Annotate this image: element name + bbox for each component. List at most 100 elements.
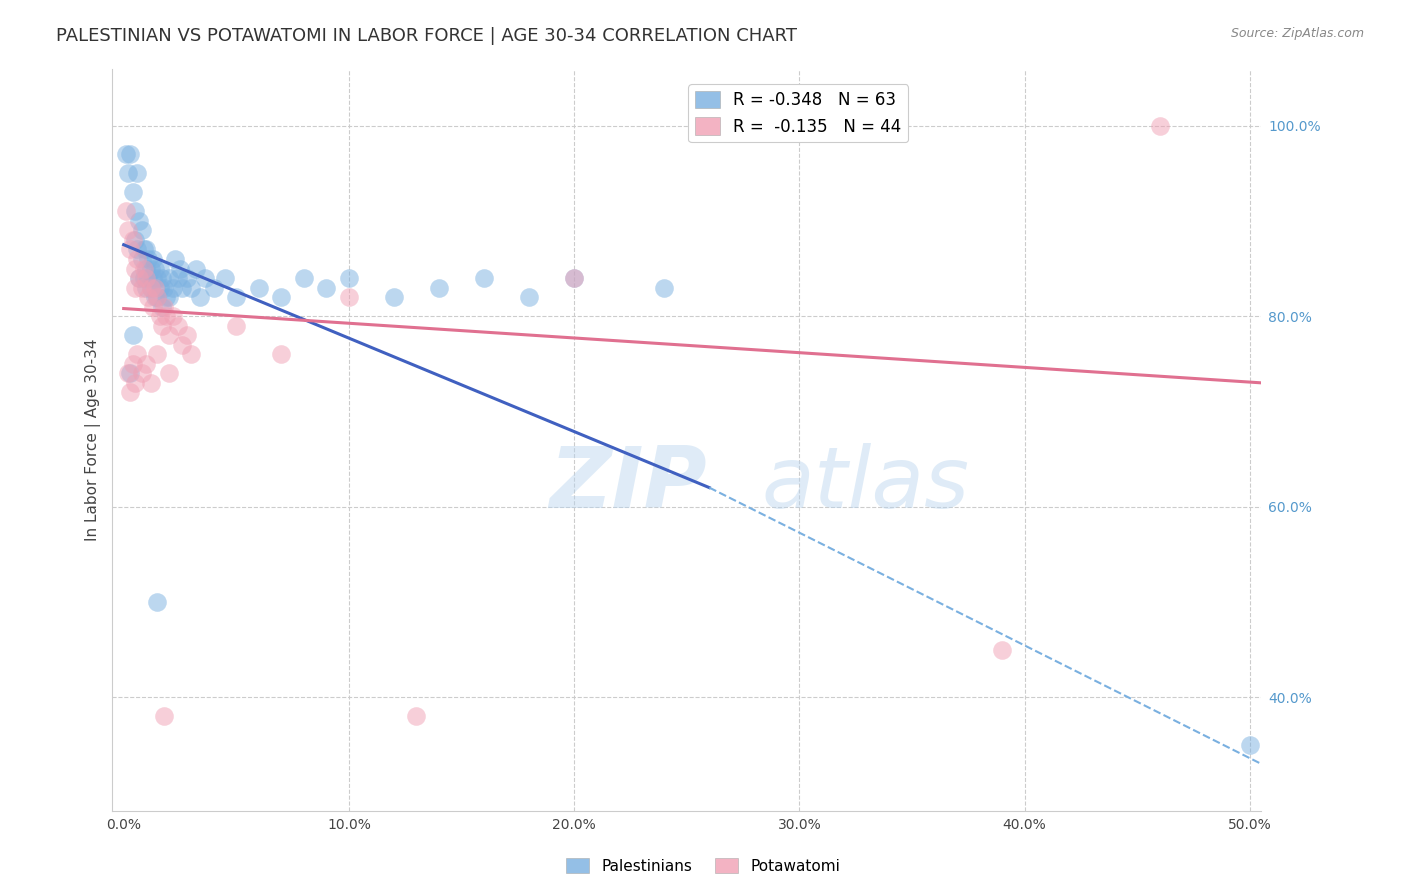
Point bbox=[172, 280, 194, 294]
Point bbox=[120, 243, 142, 257]
Point bbox=[131, 252, 153, 266]
Legend: Palestinians, Potawatomi: Palestinians, Potawatomi bbox=[560, 852, 846, 880]
Point bbox=[142, 271, 165, 285]
Point bbox=[131, 223, 153, 237]
Point bbox=[214, 271, 236, 285]
Point bbox=[165, 252, 187, 266]
Point bbox=[115, 204, 138, 219]
Point bbox=[562, 271, 585, 285]
Point bbox=[270, 347, 292, 361]
Text: ZIP: ZIP bbox=[548, 443, 707, 526]
Point bbox=[176, 271, 198, 285]
Point bbox=[120, 385, 142, 400]
Point bbox=[138, 252, 160, 266]
Point bbox=[146, 347, 169, 361]
Point bbox=[115, 147, 138, 161]
Point bbox=[382, 290, 405, 304]
Point bbox=[117, 367, 139, 381]
Point bbox=[157, 290, 180, 304]
Point bbox=[146, 290, 169, 304]
Point bbox=[180, 347, 202, 361]
Point bbox=[120, 367, 142, 381]
Point bbox=[124, 204, 146, 219]
Point bbox=[124, 261, 146, 276]
Point bbox=[127, 243, 149, 257]
Point bbox=[132, 261, 155, 276]
Point bbox=[166, 318, 188, 333]
Point bbox=[150, 300, 173, 314]
Point bbox=[176, 328, 198, 343]
Point bbox=[162, 280, 184, 294]
Point bbox=[132, 243, 155, 257]
Point bbox=[135, 280, 157, 294]
Point bbox=[292, 271, 315, 285]
Point bbox=[337, 290, 360, 304]
Point bbox=[225, 290, 247, 304]
Point bbox=[120, 147, 142, 161]
Point bbox=[194, 271, 217, 285]
Point bbox=[270, 290, 292, 304]
Point bbox=[1149, 119, 1171, 133]
Point bbox=[149, 309, 172, 323]
Point bbox=[247, 280, 270, 294]
Point bbox=[162, 309, 184, 323]
Point bbox=[225, 318, 247, 333]
Point bbox=[121, 357, 143, 371]
Point bbox=[155, 309, 177, 323]
Point bbox=[149, 261, 172, 276]
Point bbox=[472, 271, 495, 285]
Text: Source: ZipAtlas.com: Source: ZipAtlas.com bbox=[1230, 27, 1364, 40]
Point bbox=[127, 166, 149, 180]
Point bbox=[139, 261, 162, 276]
Point bbox=[117, 223, 139, 237]
Point bbox=[405, 709, 427, 723]
Point bbox=[146, 595, 169, 609]
Point bbox=[124, 376, 146, 390]
Point bbox=[131, 367, 153, 381]
Point bbox=[138, 290, 160, 304]
Point bbox=[153, 709, 176, 723]
Point bbox=[135, 271, 157, 285]
Point bbox=[128, 214, 150, 228]
Point bbox=[128, 271, 150, 285]
Legend: R = -0.348   N = 63, R =  -0.135   N = 44: R = -0.348 N = 63, R = -0.135 N = 44 bbox=[689, 84, 908, 143]
Point bbox=[142, 300, 165, 314]
Point bbox=[135, 243, 157, 257]
Point bbox=[184, 261, 207, 276]
Point bbox=[127, 347, 149, 361]
Point bbox=[169, 261, 191, 276]
Point bbox=[153, 280, 176, 294]
Point bbox=[121, 328, 143, 343]
Point bbox=[188, 290, 211, 304]
Point bbox=[150, 271, 173, 285]
Point bbox=[139, 376, 162, 390]
Point bbox=[143, 290, 166, 304]
Point bbox=[139, 280, 162, 294]
Point bbox=[143, 280, 166, 294]
Point bbox=[121, 186, 143, 200]
Point bbox=[172, 337, 194, 351]
Point bbox=[131, 280, 153, 294]
Point bbox=[127, 252, 149, 266]
Point bbox=[149, 280, 172, 294]
Point bbox=[153, 300, 176, 314]
Point bbox=[132, 271, 155, 285]
Point bbox=[180, 280, 202, 294]
Y-axis label: In Labor Force | Age 30-34: In Labor Force | Age 30-34 bbox=[86, 339, 101, 541]
Point bbox=[150, 318, 173, 333]
Point bbox=[427, 280, 450, 294]
Point bbox=[157, 271, 180, 285]
Text: PALESTINIAN VS POTAWATOMI IN LABOR FORCE | AGE 30-34 CORRELATION CHART: PALESTINIAN VS POTAWATOMI IN LABOR FORCE… bbox=[56, 27, 797, 45]
Point bbox=[135, 261, 157, 276]
Point bbox=[146, 271, 169, 285]
Point bbox=[146, 290, 169, 304]
Point bbox=[121, 233, 143, 247]
Point bbox=[202, 280, 225, 294]
Point bbox=[155, 290, 177, 304]
Point bbox=[142, 252, 165, 266]
Point bbox=[315, 280, 337, 294]
Point bbox=[143, 261, 166, 276]
Point bbox=[157, 328, 180, 343]
Text: atlas: atlas bbox=[762, 443, 970, 526]
Point bbox=[652, 280, 675, 294]
